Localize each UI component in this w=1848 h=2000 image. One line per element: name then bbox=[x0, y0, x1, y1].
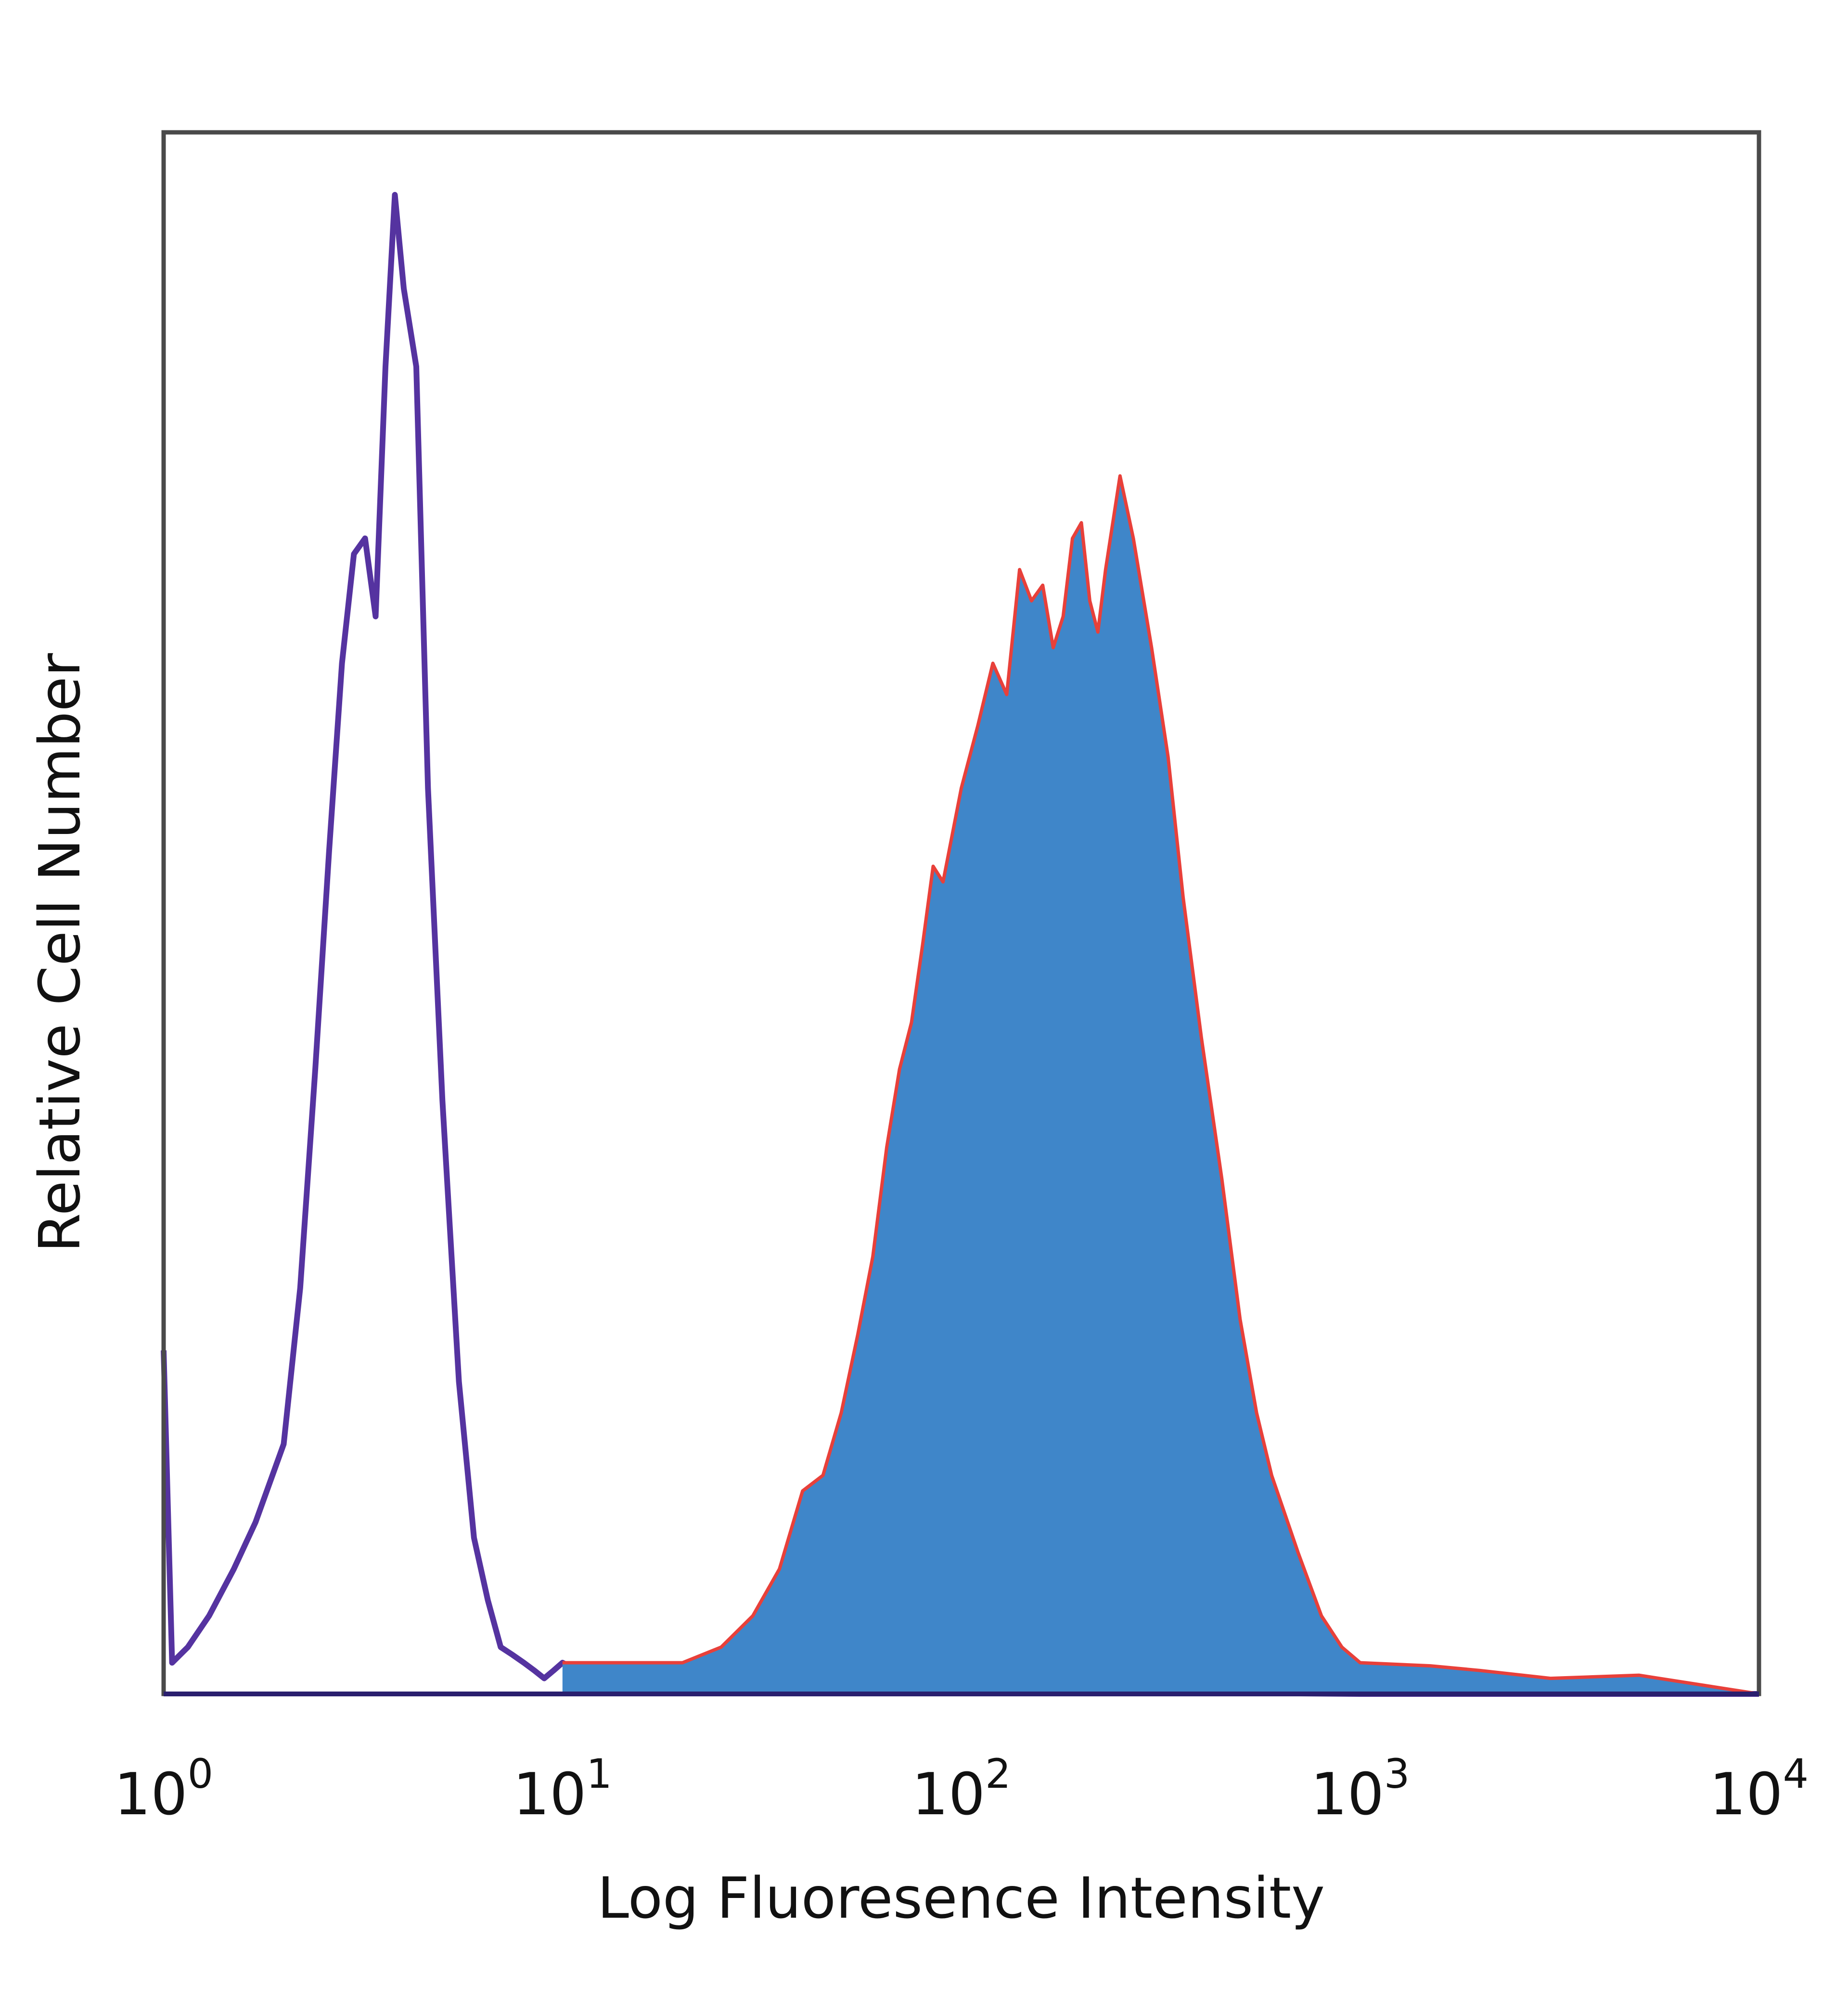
y-axis-title: Relative Cell Number bbox=[26, 653, 93, 1253]
x-tick-label-2: 102 bbox=[911, 1750, 1011, 1828]
x-axis-title: Log Fluoresence Intensity bbox=[597, 1865, 1325, 1931]
x-tick-label-3: 103 bbox=[1310, 1750, 1410, 1828]
series-1-outline bbox=[562, 474, 1759, 1696]
series-layer bbox=[161, 192, 1759, 1697]
x-tick-label-4: 104 bbox=[1709, 1750, 1809, 1828]
x-tick-label-1: 101 bbox=[513, 1750, 612, 1828]
series-1-area bbox=[562, 475, 1759, 1694]
x-tick-labels: 100 101 102 103 104 bbox=[114, 1750, 1809, 1828]
x-tick-label-0: 100 bbox=[114, 1750, 213, 1828]
